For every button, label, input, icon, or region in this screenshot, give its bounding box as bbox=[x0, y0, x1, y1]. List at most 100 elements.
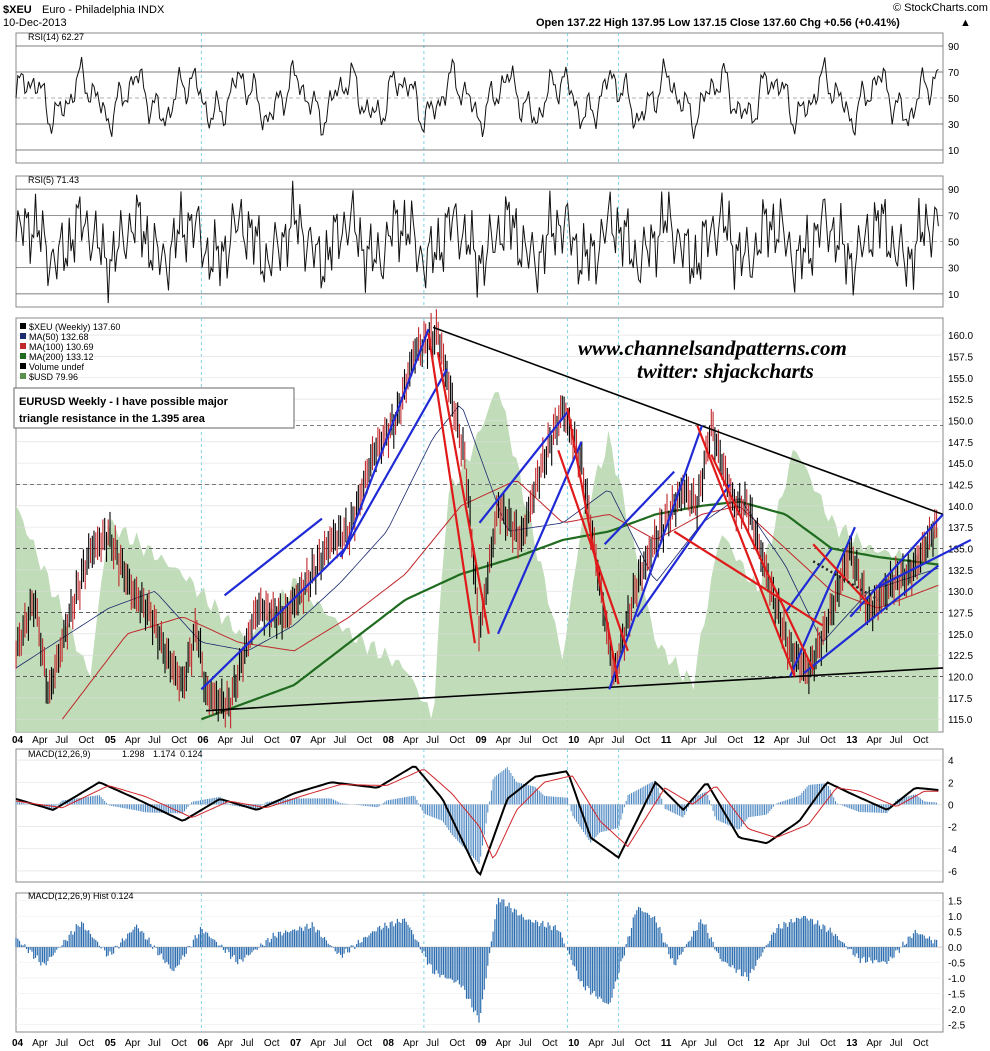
x-month-label: Oct bbox=[727, 735, 743, 746]
blue-trendline bbox=[478, 411, 569, 524]
hist-tick-label: 1.0 bbox=[948, 912, 962, 923]
blue-trendline bbox=[803, 564, 940, 674]
x-month-label: Apr bbox=[496, 735, 512, 746]
ma50-line bbox=[15, 405, 939, 669]
x-month-label: Jul bbox=[612, 735, 625, 746]
blue-trendline bbox=[608, 425, 704, 690]
rsi-tick-label: 50 bbox=[948, 238, 960, 249]
macd-tick-label: -2 bbox=[948, 823, 957, 834]
x-month-label: Apr bbox=[310, 1038, 326, 1049]
blue-trendline bbox=[636, 483, 731, 618]
price-tick-label: 142.5 bbox=[948, 480, 973, 491]
x-month-label: Apr bbox=[774, 735, 790, 746]
rsi-line bbox=[15, 180, 939, 304]
x-month-label: Jul bbox=[704, 735, 717, 746]
x-month-label: Apr bbox=[496, 1038, 512, 1049]
x-month-label: Apr bbox=[588, 1038, 604, 1049]
x-month-label: Apr bbox=[125, 1038, 141, 1049]
x-month-label: Apr bbox=[866, 735, 882, 746]
legend-item: MA(50) 132.68 bbox=[29, 332, 89, 342]
price-tick-label: 125.0 bbox=[948, 630, 973, 641]
analyst-note: EURUSD Weekly - I have possible major tr… bbox=[13, 387, 295, 429]
macd-tick-label: 0 bbox=[948, 800, 954, 811]
rsi14-title: RSI(14) 62.27 bbox=[28, 32, 84, 42]
price-tick-label: 155.0 bbox=[948, 374, 973, 385]
rsi-tick-label: 70 bbox=[948, 211, 960, 222]
macd-signal-line bbox=[15, 769, 939, 859]
ma100-line bbox=[61, 480, 939, 720]
legend-swatch bbox=[20, 343, 26, 349]
macd-value: 1.298 bbox=[122, 749, 145, 759]
x-month-label: Jul bbox=[333, 735, 346, 746]
blue-trendline bbox=[339, 368, 449, 558]
rsi14-panel: RSI(14) 62.27 90 70 50 30 10 bbox=[15, 32, 960, 157]
macd-tick-label: 2 bbox=[948, 778, 954, 789]
x-month-label: Apr bbox=[588, 735, 604, 746]
rsi5-title: RSI(5) 71.43 bbox=[28, 175, 79, 185]
x-year-label: 13 bbox=[846, 1038, 858, 1049]
macd-line bbox=[15, 765, 939, 877]
x-month-label: Jul bbox=[241, 735, 254, 746]
blue-trendline bbox=[789, 526, 856, 677]
legend-item: MA(200) 133.12 bbox=[29, 352, 94, 362]
x-month-label: Oct bbox=[357, 735, 373, 746]
x-month-label: Oct bbox=[820, 735, 836, 746]
watermark-twitter: twitter: shjackcharts bbox=[637, 359, 814, 383]
rsi5-panel: RSI(5) 71.43 90 70 50 30 10 bbox=[15, 175, 960, 304]
x-month-label: Apr bbox=[125, 735, 141, 746]
x-axes: 04 Apr Jul Oct 05 Apr Jul Oct 06 Apr Jul Oct 07 Apr Ju… bbox=[12, 735, 929, 1049]
macd-hist-value: 0.124 bbox=[180, 749, 203, 759]
rsi-tick-label: 30 bbox=[948, 120, 960, 131]
x-month-label: Oct bbox=[635, 1038, 651, 1049]
x-year-label: 08 bbox=[383, 1038, 395, 1049]
price-tick-label: 117.5 bbox=[948, 694, 973, 705]
x-month-label: Oct bbox=[913, 1038, 929, 1049]
macd-frame bbox=[15, 748, 944, 883]
hist-tick-label: -2.5 bbox=[948, 1020, 966, 1031]
x-year-label: 10 bbox=[568, 735, 580, 746]
x-year-label: 11 bbox=[661, 735, 672, 746]
note-line-2: triangle resistance in the 1.395 area bbox=[19, 413, 206, 425]
triangle-resistance-line bbox=[432, 326, 944, 516]
hist-tick-label: -1.5 bbox=[948, 989, 966, 1000]
x-month-label: Jul bbox=[519, 1038, 532, 1049]
x-year-label: 12 bbox=[754, 1038, 766, 1049]
price-tick-label: 157.5 bbox=[948, 352, 973, 363]
blue-trendline bbox=[344, 328, 430, 549]
rsi-tick-label: 30 bbox=[948, 264, 960, 275]
blue-trendline bbox=[877, 538, 972, 588]
price-tick-label: 130.0 bbox=[948, 587, 973, 598]
symbol: $XEU bbox=[3, 4, 32, 16]
macd-signal-value: 1.174 bbox=[153, 749, 176, 759]
price-tick-label: 127.5 bbox=[948, 608, 973, 619]
price-tick-label: 152.5 bbox=[948, 395, 973, 406]
x-month-label: Oct bbox=[171, 735, 187, 746]
x-month-label: Jul bbox=[426, 735, 439, 746]
legend-swatch bbox=[20, 373, 26, 379]
x-month-label: Oct bbox=[542, 735, 558, 746]
x-month-label: Jul bbox=[612, 1038, 625, 1049]
blue-trendline bbox=[223, 517, 323, 597]
x-year-label: 09 bbox=[476, 1038, 488, 1049]
macd-title: MACD(12,26,9) bbox=[28, 749, 91, 759]
blue-trendline bbox=[784, 547, 833, 614]
x-month-label: Jul bbox=[890, 1038, 903, 1049]
note-line-1: EURUSD Weekly - I have possible major bbox=[19, 396, 229, 408]
rsi-tick-label: 90 bbox=[948, 185, 960, 196]
x-year-label: 11 bbox=[661, 1038, 672, 1049]
legend-swatch bbox=[20, 363, 26, 369]
hist-tick-label: -0.5 bbox=[948, 959, 966, 970]
macd-tick-label: -6 bbox=[948, 867, 957, 878]
rsi-tick-label: 70 bbox=[948, 68, 960, 79]
x-month-label: Apr bbox=[681, 735, 697, 746]
x-month-label: Jul bbox=[55, 1038, 68, 1049]
x-month-label: Oct bbox=[79, 1038, 95, 1049]
x-month-label: Apr bbox=[866, 1038, 882, 1049]
legend-item: $XEU (Weekly) 137.60 bbox=[29, 322, 120, 332]
macd-panel: MACD(12,26,9) 1.298 1.174 0.124 4 2 0 -2 -4 -… bbox=[15, 749, 957, 878]
red-trendline bbox=[710, 454, 815, 671]
rsi-tick-label: 10 bbox=[948, 146, 960, 157]
x-year-label: 12 bbox=[754, 735, 766, 746]
